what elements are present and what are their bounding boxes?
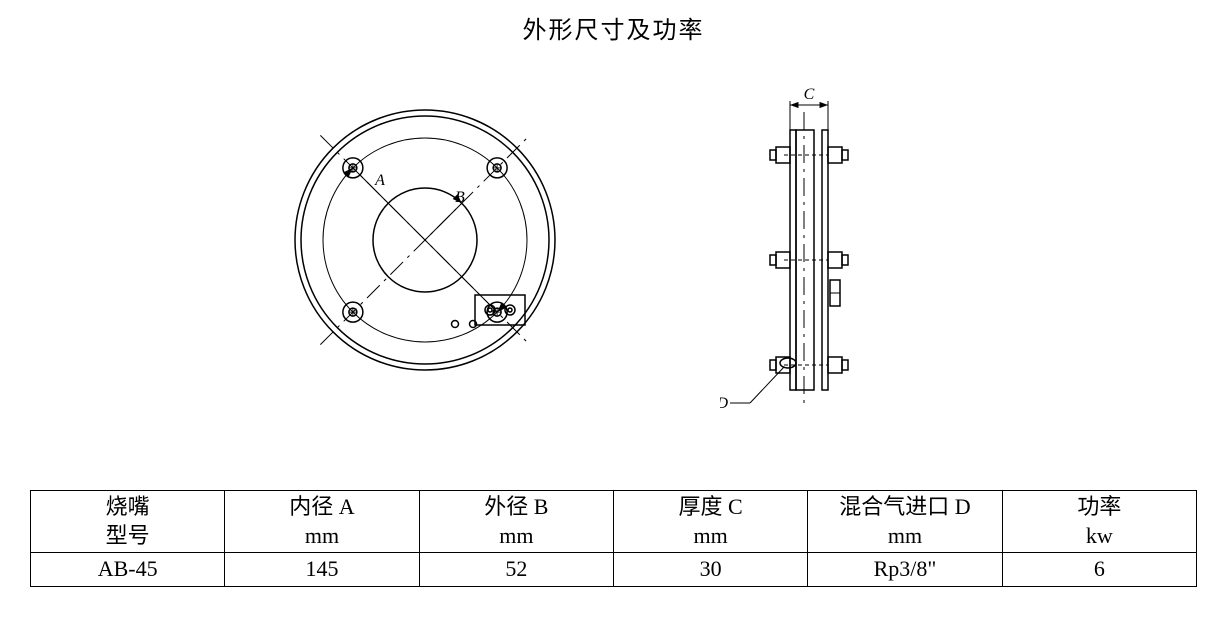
hdr-label: 厚度 C: [679, 494, 743, 519]
table-data-row: AB-45 145 52 30 Rp3/8" 6: [31, 553, 1197, 587]
hdr-unit: mm: [499, 523, 533, 548]
col-header-A: 内径 A mm: [225, 491, 419, 553]
engineering-drawings: AB CD: [0, 45, 1227, 475]
col-header-model: 烧嘴 型号: [31, 491, 225, 553]
hdr-label: 功率: [1077, 494, 1121, 519]
svg-text:C: C: [804, 86, 815, 103]
page-title: 外形尺寸及功率: [0, 0, 1227, 45]
svg-text:B: B: [455, 189, 465, 206]
col-header-D: 混合气进口 D mm: [808, 491, 1002, 553]
svg-text:A: A: [374, 172, 385, 189]
cell-model: AB-45: [31, 553, 225, 587]
hdr-unit: mm: [888, 523, 922, 548]
hdr-unit: mm: [305, 523, 339, 548]
cell-C: 30: [613, 553, 807, 587]
hdr-unit: 型号: [106, 523, 150, 548]
col-header-C: 厚度 C mm: [613, 491, 807, 553]
hdr-label: 外径 B: [484, 494, 548, 519]
hdr-unit: kw: [1086, 523, 1113, 548]
hdr-label: 混合气进口 D: [839, 494, 970, 519]
col-header-B: 外径 B mm: [419, 491, 613, 553]
spec-table: 烧嘴 型号 内径 A mm 外径 B mm 厚度 C mm 混合气进口 D mm…: [30, 490, 1197, 587]
hdr-label: 烧嘴: [106, 494, 150, 519]
cell-B: 52: [419, 553, 613, 587]
side-view-diagram: CD: [720, 75, 900, 425]
col-header-power: 功率 kw: [1002, 491, 1196, 553]
cell-D: Rp3/8": [808, 553, 1002, 587]
hdr-label: 内径 A: [289, 494, 354, 519]
cell-A: 145: [225, 553, 419, 587]
table-header-row: 烧嘴 型号 内径 A mm 外径 B mm 厚度 C mm 混合气进口 D mm…: [31, 491, 1197, 553]
front-view-diagram: AB: [270, 85, 590, 405]
hdr-unit: mm: [694, 523, 728, 548]
svg-text:D: D: [720, 395, 728, 412]
cell-power: 6: [1002, 553, 1196, 587]
